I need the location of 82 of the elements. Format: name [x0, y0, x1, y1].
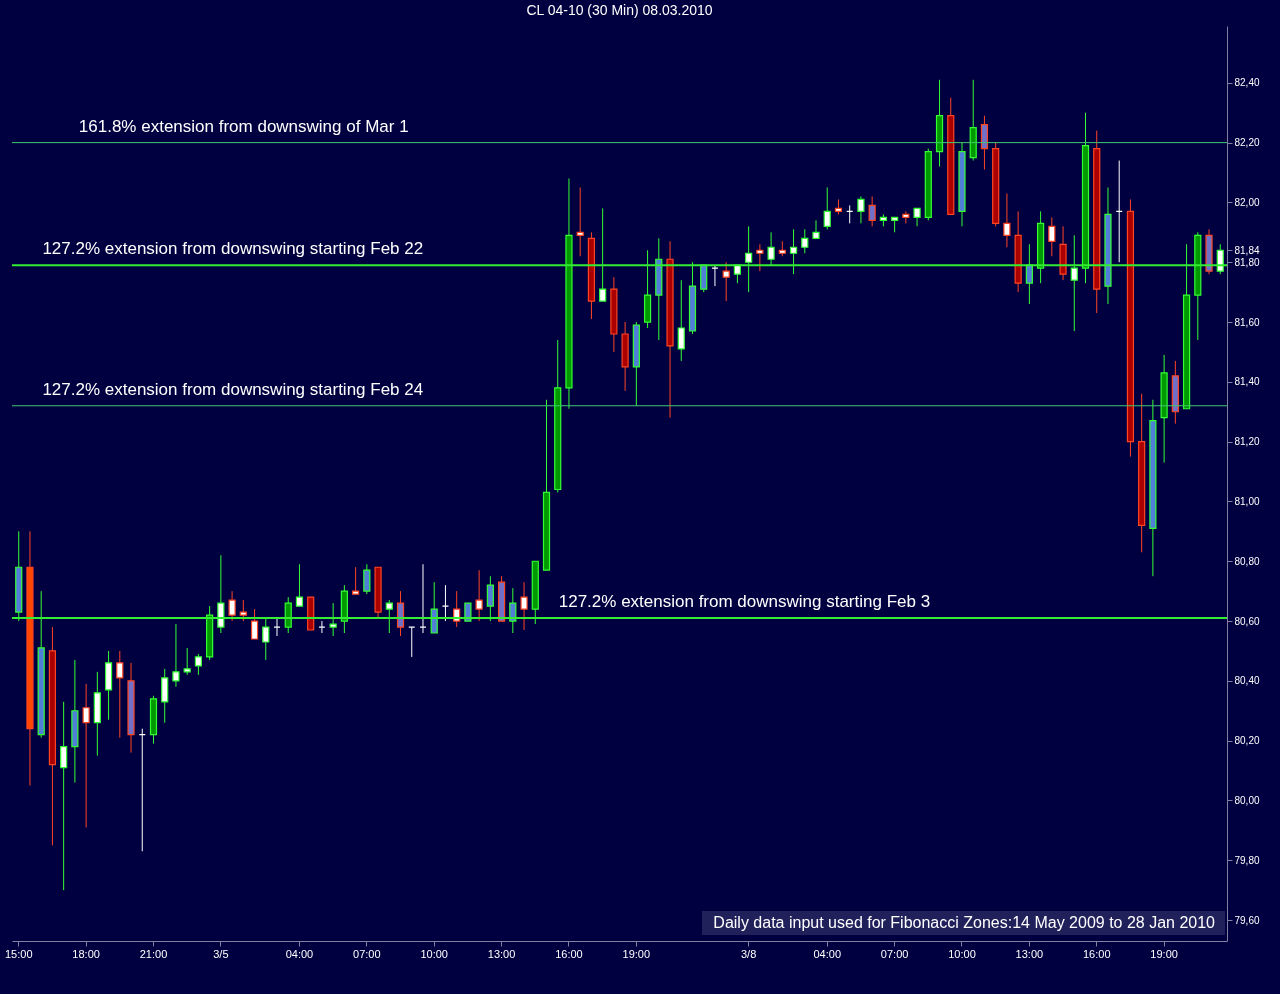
candlestick: [396, 590, 405, 637]
candlestick: [60, 701, 68, 891]
y-tick-label: 81,80: [1234, 256, 1260, 268]
x-tick-label: 21:00: [139, 947, 168, 960]
candlestick: [172, 623, 180, 688]
candlestick: [823, 186, 831, 230]
y-tick-label: 79,60: [1234, 914, 1260, 926]
candlestick: [228, 590, 236, 622]
x-tick-label: 07:00: [353, 947, 381, 960]
candlestick: [801, 228, 809, 254]
candlestick: [352, 566, 360, 595]
x-tick-label: 15:00: [4, 947, 33, 960]
y-tick-label: 81,20: [1234, 436, 1260, 448]
candlestick: [194, 653, 202, 676]
candlestick: [363, 563, 371, 595]
candlestick: [767, 231, 775, 266]
y-tick-label: 79,80: [1234, 854, 1260, 866]
y-tick-label: 81,00: [1234, 495, 1260, 507]
y-tick-label: 80,80: [1234, 555, 1260, 567]
y-tick-label: 82,00: [1234, 196, 1260, 208]
chart-title: CL 04-10 (30 Min) 08.03.2010: [526, 2, 713, 18]
candlestick: [262, 617, 270, 661]
candlestick: [1003, 192, 1011, 248]
y-tick-label: 82,40: [1234, 77, 1260, 89]
candlestick: [82, 683, 90, 828]
candlestick: [486, 575, 494, 622]
candlestick: [599, 207, 607, 302]
candlestick: [385, 599, 393, 634]
ref-line-label: 127.2% extension from downswing starting Feb 24: [42, 379, 424, 399]
candlestick: [868, 195, 876, 227]
candlestick: [789, 228, 798, 275]
candlestick: [509, 587, 517, 634]
x-tick-label: 18:00: [72, 947, 100, 960]
x-tick-label: 13:00: [1015, 947, 1044, 960]
candlestick: [239, 599, 247, 622]
candlestick: [183, 647, 191, 676]
x-tick-label: 04:00: [285, 947, 314, 960]
x-tick-label: 04:00: [813, 947, 842, 960]
ref-line-label: 161.8% extension from downswing of Mar 1: [78, 116, 409, 136]
x-tick-label: 19:00: [1150, 947, 1178, 960]
annotation: Daily data input used for Fibonacci Zones:14 May 2009 to 28 Jan 2010: [713, 914, 1216, 931]
candlestick: [722, 261, 730, 302]
candlestick: [745, 225, 753, 293]
candlestick: [250, 608, 259, 640]
y-tick-label: 81,84: [1234, 244, 1260, 256]
candlestick: [217, 554, 225, 634]
candlestick: [475, 569, 483, 622]
candlestick: [756, 243, 764, 272]
y-tick-label: 81,40: [1234, 376, 1260, 388]
candlestick: [284, 596, 292, 634]
y-tick-label: 80,20: [1234, 735, 1260, 747]
candlestick: [430, 581, 438, 634]
ref-line-label: 127.2% extension from downswing starting Feb 22: [42, 239, 424, 259]
candlestick: [295, 563, 304, 607]
x-tick-label: 07:00: [880, 947, 909, 960]
candlestick: [520, 581, 528, 631]
x-tick-label: 10:00: [948, 947, 976, 960]
y-tick-label: 80,00: [1234, 794, 1260, 806]
x-tick-label: 3/5: [213, 947, 229, 960]
x-tick-label: 13:00: [487, 947, 516, 960]
x-tick-label: 16:00: [1082, 947, 1111, 960]
x-tick-label: 10:00: [420, 947, 448, 960]
candlestick: [857, 195, 865, 224]
candlestick: [576, 186, 584, 257]
candlestick: [1048, 216, 1056, 257]
candlestick: [116, 650, 124, 739]
candlestick: [677, 279, 685, 362]
candlestick: [980, 115, 989, 171]
y-tick-label: 80,60: [1234, 615, 1260, 627]
y-tick-label: 80,40: [1234, 675, 1260, 687]
candlestick: [161, 668, 169, 724]
x-tick-label: 16:00: [555, 947, 583, 960]
candlestick: [1025, 243, 1033, 305]
candlestick: [329, 602, 337, 637]
candlestick: [1070, 234, 1078, 332]
y-tick-label: 82,20: [1234, 137, 1260, 149]
candlestick: [700, 264, 708, 293]
candlestick: [812, 219, 820, 239]
x-tick-label: 3/8: [740, 947, 757, 960]
ref-line-label: 127.2% extension from downswing starting Feb 3: [558, 592, 931, 612]
y-tick-label: 81,60: [1234, 316, 1260, 328]
x-tick-label: 19:00: [622, 947, 651, 960]
